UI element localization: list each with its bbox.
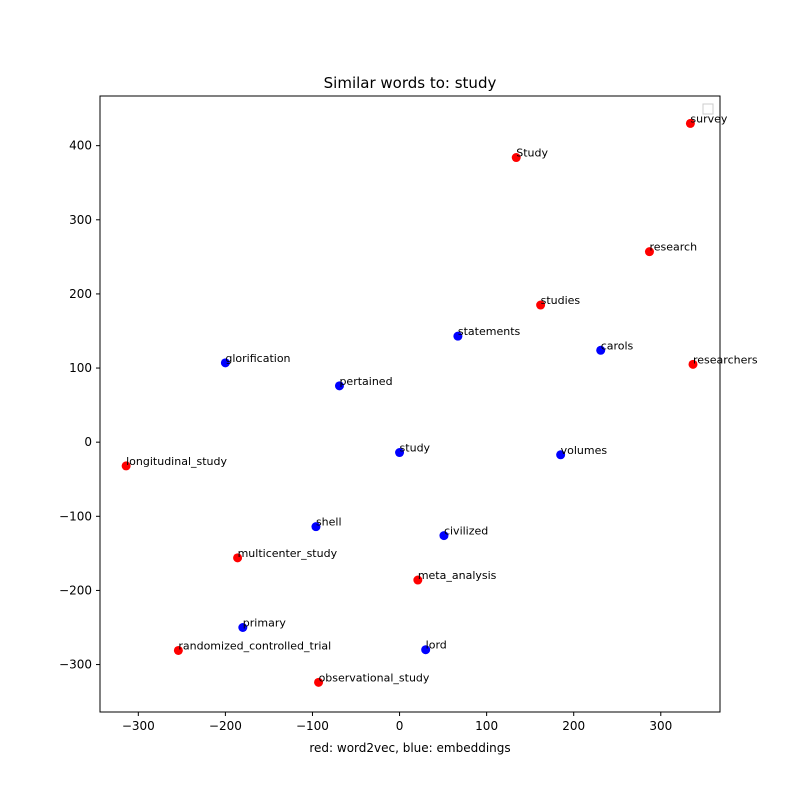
- scatter-point: [220, 358, 230, 368]
- point-label: researchers: [693, 353, 758, 366]
- point-label: carols: [601, 339, 634, 352]
- scatter-point: [395, 448, 405, 458]
- scatter-point: [511, 153, 521, 163]
- x-tick-label: 300: [649, 719, 672, 733]
- scatter-point: [536, 300, 546, 310]
- plot-frame: [99, 95, 721, 713]
- scatter-point: [413, 575, 423, 585]
- point-label: shell: [316, 516, 342, 529]
- x-tick-label: 100: [475, 719, 498, 733]
- scatter-point: [314, 677, 324, 687]
- scatter-point: [238, 622, 248, 632]
- scatter-point: [421, 645, 431, 655]
- scatter-point: [596, 345, 606, 355]
- x-tick-label: −300: [122, 719, 155, 733]
- point-label: statements: [458, 325, 521, 338]
- point-label: primary: [243, 616, 287, 629]
- scatter-point: [685, 118, 695, 128]
- chart-title: Similar words to: study: [324, 74, 497, 92]
- y-tick-label: −300: [59, 658, 92, 672]
- point-label: longitudinal_study: [126, 455, 227, 468]
- y-tick-label: 0: [84, 435, 92, 449]
- y-tick-label: −100: [59, 509, 92, 523]
- legend-box: [702, 103, 714, 115]
- scatter-point: [644, 247, 654, 257]
- point-label: observational_study: [319, 671, 430, 684]
- point-label: study: [400, 442, 431, 455]
- x-tick-label: −100: [296, 719, 329, 733]
- y-tick-label: 400: [69, 139, 92, 153]
- y-tick-label: −200: [59, 583, 92, 597]
- x-tick-label: 0: [396, 719, 404, 733]
- scatter-point: [453, 331, 463, 341]
- point-label: survey: [690, 112, 728, 125]
- axis-ticks: −300 −200 −100 0 100 200 300 −300 −200 −100 0 100 20…: [59, 139, 672, 733]
- x-tick-label: 200: [562, 719, 585, 733]
- scatter-point: [334, 381, 344, 391]
- y-tick-label: 100: [69, 361, 92, 375]
- point-label: pertained: [339, 375, 392, 388]
- data-points: [121, 118, 698, 687]
- point-label: volumes: [561, 444, 608, 457]
- point-label: multicenter_study: [238, 547, 338, 560]
- x-axis-label: red: word2vec, blue: embeddings: [309, 741, 510, 755]
- scatter-point: [121, 461, 131, 471]
- point-label: research: [649, 241, 697, 254]
- scatter-point: [556, 450, 566, 460]
- point-label: randomized_controlled_trial: [178, 639, 331, 652]
- y-tick-label: 200: [69, 287, 92, 301]
- scatter-point: [233, 553, 243, 563]
- point-label: civilized: [444, 525, 488, 538]
- scatter-point: [688, 359, 698, 369]
- point-label: lord: [426, 639, 447, 652]
- scatter-point: [311, 522, 321, 532]
- point-label: Study: [516, 147, 548, 160]
- y-tick-label: 300: [69, 213, 92, 227]
- point-labels: survey Study research studies researchers lon…: [126, 112, 758, 684]
- x-tick-label: −200: [209, 719, 242, 733]
- point-label: meta_analysis: [418, 569, 497, 582]
- point-label: studies: [541, 294, 581, 307]
- scatter-point: [173, 645, 183, 655]
- point-label: glorification: [225, 352, 290, 365]
- scatter-point: [439, 531, 449, 541]
